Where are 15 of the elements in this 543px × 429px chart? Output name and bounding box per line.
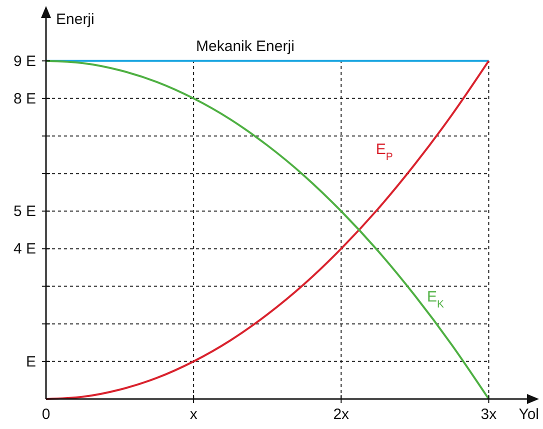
x-tick-label: 3x	[480, 406, 498, 423]
x-tick-label: 0	[42, 406, 50, 423]
y-tick-label: 4 E	[13, 240, 36, 258]
line-series	[45, 60, 490, 400]
annotation: Mekanik Enerji	[196, 38, 294, 55]
y-tick-label: 9 E	[13, 52, 36, 70]
y-tick-label: 5 E	[13, 203, 36, 220]
series-label: E$_{P}$	[376, 141, 393, 164]
y-tick-label: 8 E	[13, 90, 36, 108]
y-axis-title: Enerji	[56, 11, 94, 28]
y-tick-label: E	[26, 353, 36, 370]
x-axis-title: Yol	[518, 406, 539, 423]
x-tick-label: 2x	[333, 406, 350, 423]
series-label: E$_{K}$	[426, 288, 444, 311]
x-tick-label: x	[190, 406, 198, 423]
